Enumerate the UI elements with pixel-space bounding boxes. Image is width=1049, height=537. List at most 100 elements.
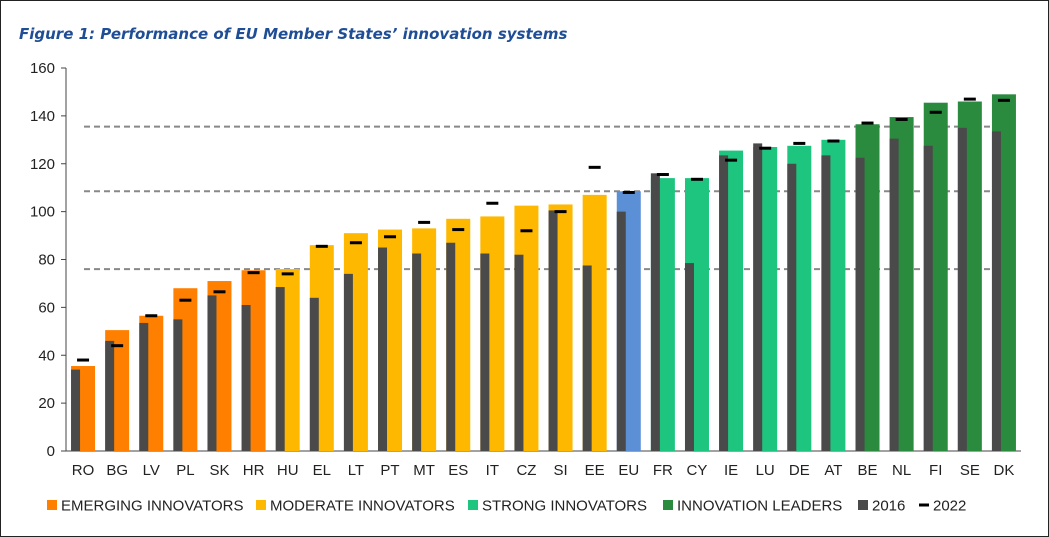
bar-2016 [548,210,558,451]
bar-group-ro [71,358,96,451]
bar-group-fi [923,102,948,451]
x-tick-label: HR [243,462,265,479]
legend-item-strong: STRONG INNOVATORS [468,498,647,515]
marker-2022 [656,173,669,177]
x-tick-label: AT [824,462,842,479]
bar-2016 [514,254,524,451]
bar-2016 [139,322,149,451]
x-tick-label: EE [585,462,605,479]
marker-2022 [213,290,226,294]
bar-group-hu [275,269,300,451]
marker-2022 [77,358,90,362]
marker-2022 [179,298,192,302]
marker-2022 [384,235,397,239]
bar-2016 [684,263,694,451]
marker-2022 [997,98,1010,102]
marker-2022 [793,141,806,145]
marker-2022 [622,190,635,194]
bar-2016 [616,211,626,451]
x-tick-label: CZ [516,462,536,479]
legend-label: STRONG INNOVATORS [482,498,647,515]
marker-2022 [315,244,328,248]
y-tick-label: 0 [47,443,55,460]
x-tick-label: IT [486,462,499,479]
marker-2022 [452,228,465,232]
x-tick-label: SK [209,462,229,479]
bar-2016 [855,157,865,451]
bars [71,94,1016,452]
x-tick-label: SE [960,462,980,479]
bar-group-es [446,218,471,451]
bar-2016 [582,265,592,451]
marker-2022 [827,139,840,143]
y-tick-label: 80 [38,252,55,269]
y-tick-label: 100 [30,204,55,221]
legend-swatch [468,500,478,510]
bar-group-hr [241,270,266,451]
bar-2016 [787,163,797,451]
x-tick-label: DK [994,462,1015,479]
reference-lines [84,125,1007,271]
y-tick-label: 20 [38,395,55,412]
bar-2016 [173,319,183,451]
bar-group-it [480,201,505,451]
y-tick-label: 60 [38,299,55,316]
bar-group-mt [412,220,437,451]
legend-swatch [663,500,673,510]
x-tick-label: FR [653,462,673,479]
bar-group-de [787,141,812,451]
marker-2022 [520,229,533,233]
bar-group-nl [889,117,914,452]
bar-2016 [378,247,388,451]
x-tick-label: BG [106,462,128,479]
bar-group-cz [514,205,539,451]
legend-item-bar2016: 2016 [858,498,905,515]
x-tick-label: LT [348,462,364,479]
bar-2016 [343,273,353,451]
bar-2016 [753,143,763,451]
legend: EMERGING INNOVATORS MODERATE INNOVATORS ST… [47,498,966,515]
x-tick-label: LV [143,462,160,479]
legend-swatch [47,500,57,510]
bar-group-sk [207,281,232,451]
marker-2022 [861,121,874,125]
x-tick-label: EU [618,462,639,479]
x-tick-label: MT [413,462,435,479]
x-tick-label: LU [756,462,775,479]
bar-group-at [821,139,846,451]
bar-2016 [650,173,660,451]
bar-group-ie [719,150,744,451]
legend-swatch [858,500,868,510]
marker-2022 [486,201,499,205]
x-tick-label: FI [929,462,942,479]
bar-2016 [957,127,967,451]
legend-swatch [256,500,266,510]
x-tick-label: NL [892,462,911,479]
y-tick-label: 140 [30,108,55,125]
legend-label: 2016 [872,498,905,515]
bar-group-se [957,97,982,451]
bar-group-bg [105,330,130,451]
x-tick-label: BE [858,462,878,479]
marker-2022 [281,272,294,276]
bar-2016 [889,138,899,451]
marker-2022 [725,158,738,162]
bar-group-el [309,244,334,451]
x-tick-label: PT [380,462,399,479]
legend-item-emerging: EMERGING INNOVATORS [47,498,244,515]
bar-2016 [105,340,115,451]
bar-2016 [275,287,285,451]
marker-2022 [690,177,703,181]
x-tick-label: RO [72,462,95,479]
bar-2016 [207,295,217,451]
bar-group-lt [343,233,368,451]
bar-2016 [241,304,251,451]
legend-label: INNOVATION LEADERS [677,498,842,515]
marker-2022 [588,165,601,169]
x-tick-label: IE [724,462,738,479]
x-tick-label: ES [448,462,468,479]
bar-group-lu [753,143,778,451]
legend-label: EMERGING INNOVATORS [61,498,244,515]
marker-2022 [418,220,431,224]
